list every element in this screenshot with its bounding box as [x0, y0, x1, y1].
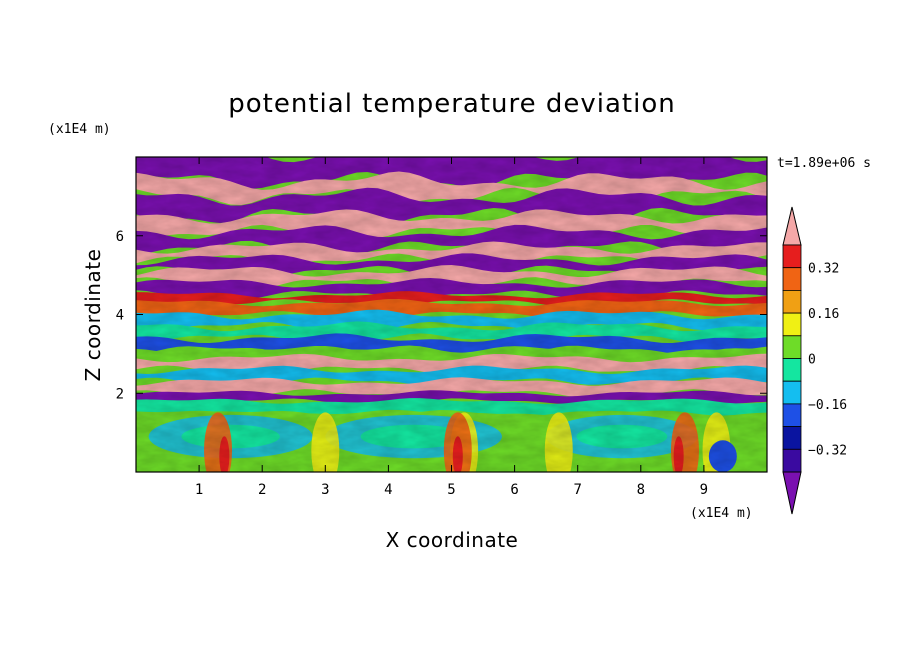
colorbar-extend-min [782, 471, 802, 515]
chart-title: potential temperature deviation [228, 89, 675, 119]
colorbar-label: 0.32 [808, 262, 839, 277]
colorbar: 0.32 0.16 0 −0.16 −0.32 [782, 206, 847, 515]
plot-area [136, 157, 767, 472]
colorbar-label: 0 [808, 353, 816, 368]
colorbar-box [782, 448, 802, 473]
x-tick-label: 5 [447, 482, 455, 498]
colorbar-box [782, 426, 802, 450]
x-tick-label: 7 [573, 482, 581, 498]
colorbar-box [782, 335, 802, 359]
x-tick-label: 2 [258, 482, 266, 498]
x-tick-label: 9 [700, 482, 708, 498]
x-axis: 1 2 3 4 5 6 7 8 9 [195, 157, 708, 498]
x-tick-label: 4 [384, 482, 392, 498]
field-texture [136, 157, 767, 472]
colorbar-box [782, 289, 802, 314]
y-tick-label: 4 [116, 308, 124, 324]
colorbar-box [782, 358, 802, 382]
x-tick-label: 1 [195, 482, 203, 498]
x-axis-label: X coordinate [386, 528, 519, 552]
colorbar-label: −0.16 [808, 398, 847, 413]
colorbar-box [782, 312, 802, 337]
time-label: t=1.89e+06 s [777, 156, 871, 171]
colorbar-box [782, 380, 802, 405]
colorbar-extend-max [782, 206, 802, 246]
y-tick-label: 2 [116, 386, 124, 402]
y-tick-label: 6 [116, 229, 124, 245]
x-tick-label: 8 [637, 482, 645, 498]
x-tick-label: 6 [510, 482, 518, 498]
y-axis-label: Z coordinate [81, 249, 105, 382]
colorbar-box [782, 267, 802, 291]
x-unit-label: (x1E4 m) [690, 506, 753, 521]
colorbar-box [782, 244, 802, 269]
colorbar-box [782, 403, 802, 427]
z-unit-label: (x1E4 m) [48, 122, 111, 137]
colorbar-label: 0.16 [808, 307, 839, 322]
x-tick-label: 3 [321, 482, 329, 498]
colorbar-label: −0.32 [808, 443, 847, 458]
y-axis: 2 4 6 [116, 229, 767, 402]
